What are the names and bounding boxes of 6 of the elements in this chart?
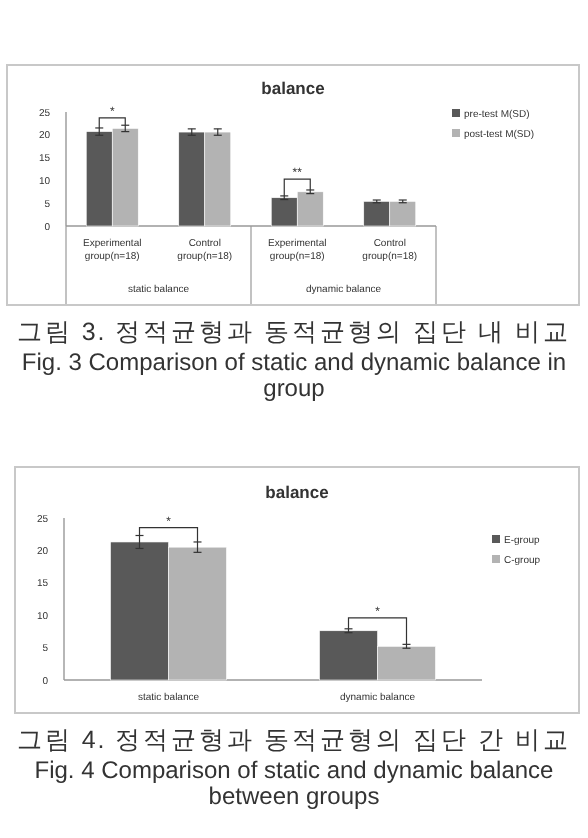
- chart-title: balance: [265, 482, 330, 502]
- caption: 그림 4. 정적균형과 동적균형의 집단 간 비교: [14, 724, 574, 758]
- caption: 그림 3. 정적균형과 동적균형의 집단 내 비교: [14, 316, 574, 350]
- chart-title: balance: [261, 78, 326, 98]
- caption: Fig. 3 Comparison of static and dynamic balance in group: [19, 348, 569, 402]
- caption: Fig. 4 Comparison of static and dynamic balance between groups: [32, 756, 556, 810]
